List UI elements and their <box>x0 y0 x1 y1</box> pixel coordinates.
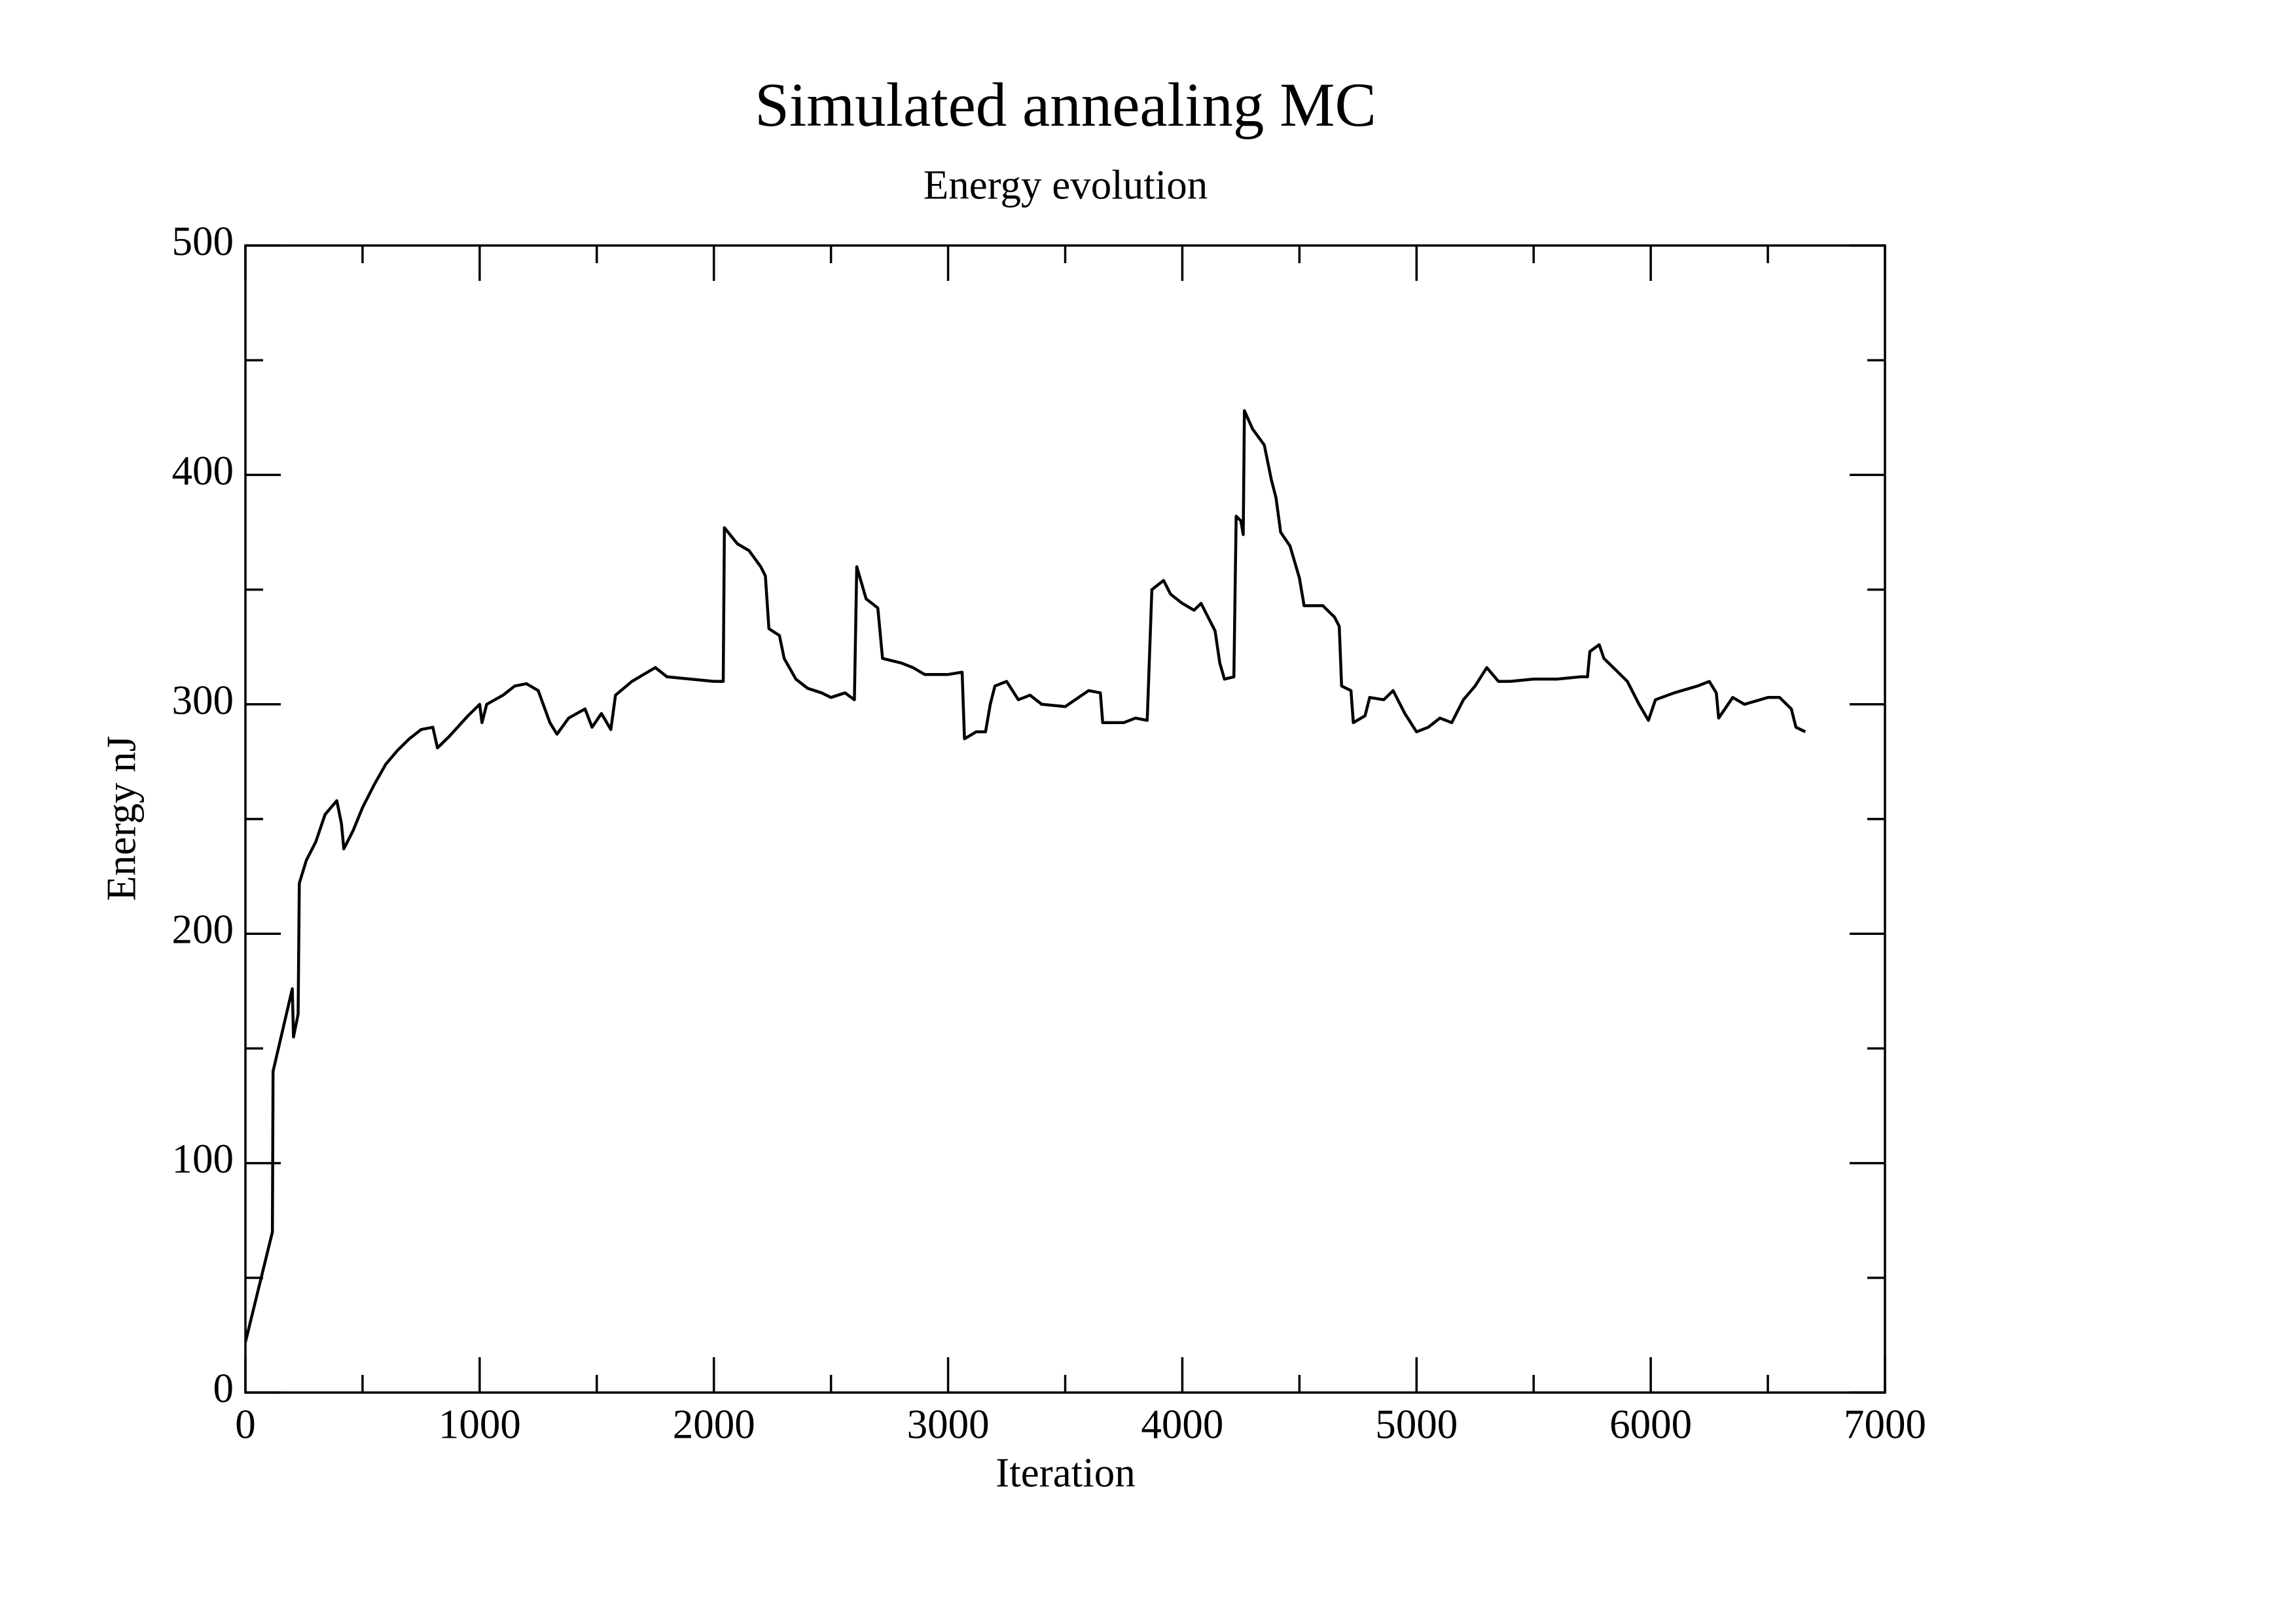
y-tick-label: 200 <box>172 907 234 953</box>
chart-title: Simulated annealing MC <box>755 70 1376 139</box>
data-line <box>243 409 1806 1343</box>
x-tick-label: 5000 <box>1375 1401 1458 1447</box>
x-tick-label: 2000 <box>673 1401 755 1447</box>
x-tick-label: 4000 <box>1141 1401 1223 1447</box>
x-axis-label: Iteration <box>996 1450 1135 1495</box>
x-tick-label: 6000 <box>1609 1401 1692 1447</box>
x-tick-label: 3000 <box>907 1401 990 1447</box>
y-tick-label: 0 <box>213 1365 234 1411</box>
x-tick-label: 7000 <box>1844 1401 1926 1447</box>
y-axis-label: Energy nJ <box>98 736 144 902</box>
chart-subtitle: Energy evolution <box>924 162 1208 208</box>
x-tick-label: 1000 <box>439 1401 521 1447</box>
plot-frame <box>244 244 1886 1394</box>
y-tick-label: 500 <box>172 218 234 264</box>
y-tick-label: 400 <box>172 448 234 494</box>
y-tick-label: 300 <box>172 677 234 723</box>
y-tick-label: 100 <box>172 1136 234 1182</box>
x-tick-label: 0 <box>235 1401 256 1447</box>
